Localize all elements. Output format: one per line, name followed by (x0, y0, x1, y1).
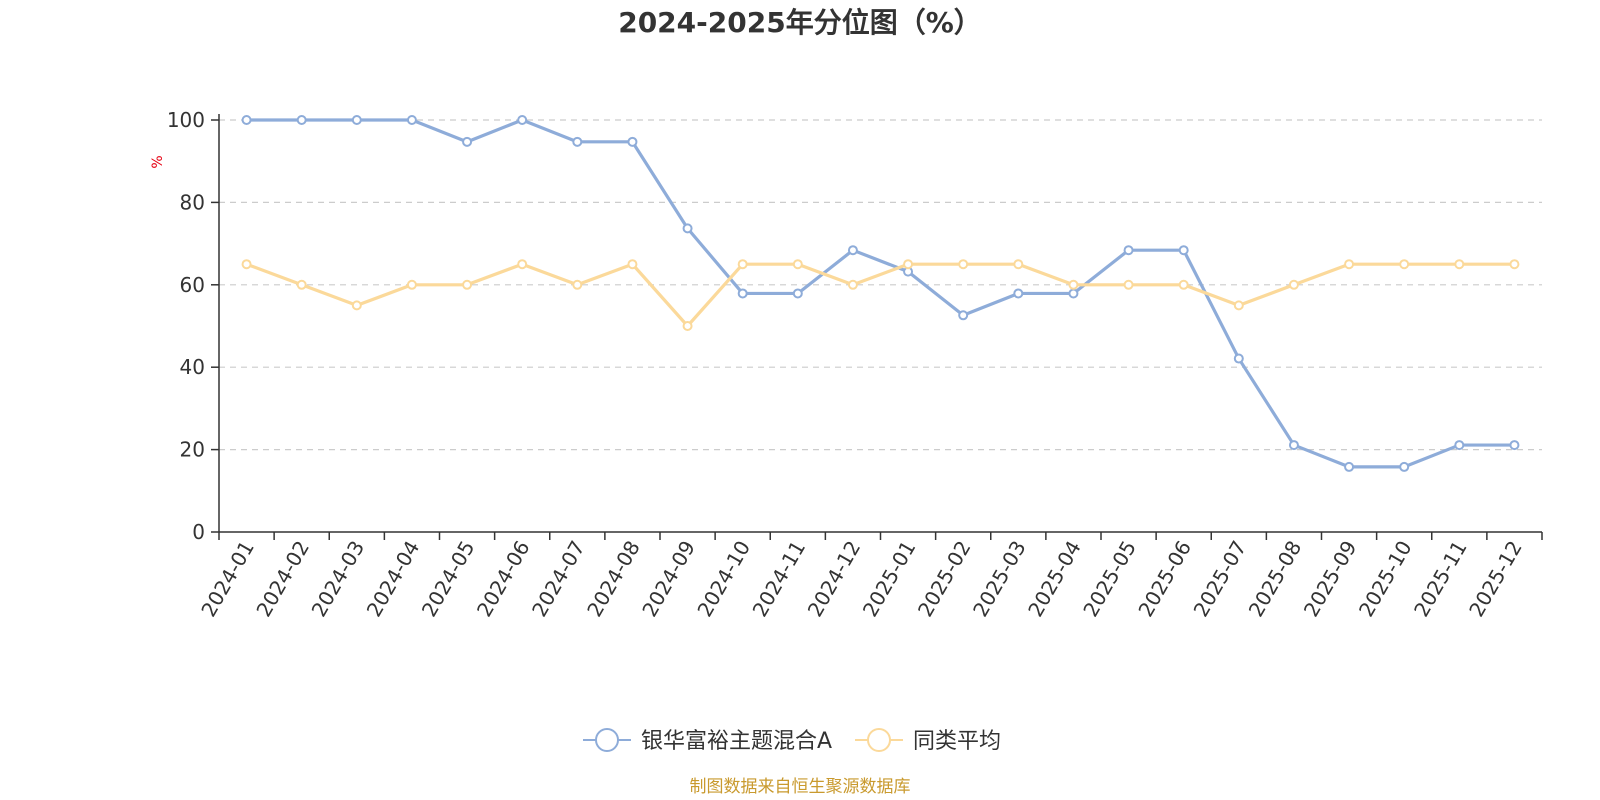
x-tick-label: 2024-10 (692, 537, 755, 621)
data-point (462, 136, 473, 147)
x-tick-label: 2024-03 (307, 537, 370, 621)
data-point (1233, 300, 1244, 311)
data-point (1454, 440, 1465, 451)
data-point (792, 288, 803, 299)
data-point (1123, 245, 1134, 256)
legend-label: 银华富裕主题混合A (641, 729, 832, 754)
x-tick-label: 2025-06 (1133, 537, 1196, 621)
x-tick-label: 2025-02 (913, 537, 976, 621)
data-point (351, 115, 362, 125)
x-tick-label: 2024-04 (362, 537, 425, 621)
data-point (296, 115, 307, 125)
data-point (462, 279, 473, 290)
x-tick-label: 2025-12 (1464, 537, 1527, 621)
data-point (241, 115, 252, 125)
data-point (241, 259, 252, 270)
data-point (1233, 353, 1244, 364)
x-tick-label: 2024-02 (251, 537, 314, 621)
y-tick-label: 0 (192, 520, 205, 544)
data-point (958, 259, 969, 270)
data-point (1509, 259, 1520, 270)
series-layer (241, 115, 1520, 472)
data-point (517, 115, 528, 125)
legend-label: 同类平均 (913, 729, 1001, 754)
data-point (1399, 461, 1410, 472)
data-point (1068, 288, 1079, 299)
x-tick-label: 2024-05 (417, 537, 480, 621)
data-point (903, 259, 914, 270)
data-point (406, 115, 417, 125)
series-line (246, 118, 1515, 469)
x-tick-label: 2024-09 (637, 537, 700, 621)
x-tick-label: 2024-07 (527, 537, 590, 621)
axes: 0 20 40 60 80 100 2024-012024-022024-032024-04… (167, 108, 1543, 621)
y-tick-label: 20 (180, 438, 205, 462)
y-tick-label: 80 (180, 190, 205, 214)
x-tick-label: 2024-01 (196, 537, 259, 621)
source-note: 制图数据来自恒生聚源数据库 (690, 777, 911, 797)
data-point (406, 279, 417, 290)
x-tick-label: 2024-12 (803, 537, 866, 621)
y-tick-label: 60 (180, 273, 205, 297)
x-tick-label: 2025-10 (1354, 537, 1417, 621)
data-point (296, 279, 307, 290)
x-tick-label: 2025-05 (1078, 537, 1141, 621)
data-point (627, 136, 638, 147)
data-point (1288, 279, 1299, 290)
x-tick-label: 2024-11 (748, 537, 811, 621)
x-tick-label: 2025-04 (1023, 537, 1086, 621)
chart-title: 2024-2025年分位图（%） (618, 6, 982, 39)
legend-marker (595, 728, 619, 752)
data-point (1344, 259, 1355, 270)
data-point (1013, 288, 1024, 299)
x-tick-label: 2025-11 (1409, 537, 1472, 621)
x-tick-label: 2024-06 (472, 537, 535, 621)
data-point (847, 245, 858, 256)
data-point (1178, 279, 1189, 290)
data-point (847, 279, 858, 290)
data-point (682, 223, 693, 234)
data-point (737, 259, 748, 270)
x-tick-label: 2025-09 (1299, 537, 1362, 621)
data-point (351, 300, 362, 311)
legend-marker (867, 728, 891, 752)
data-point (627, 259, 638, 270)
data-point (1178, 245, 1189, 256)
data-point (792, 259, 803, 270)
data-point (1454, 259, 1465, 270)
data-point (1013, 259, 1024, 270)
data-point (682, 321, 693, 331)
data-point (1344, 461, 1355, 472)
series-line (246, 262, 1515, 328)
data-point (1288, 440, 1299, 451)
data-point (517, 259, 528, 270)
data-point (1068, 279, 1079, 290)
x-tick-label: 2025-03 (968, 537, 1031, 621)
x-tick-label: 2025-01 (858, 537, 921, 621)
x-tick-label: 2025-07 (1189, 537, 1252, 621)
data-point (572, 279, 583, 290)
data-point (572, 136, 583, 147)
y-axis-label: % (150, 155, 166, 168)
x-tick-label: 2024-08 (582, 537, 645, 621)
data-point (1509, 440, 1520, 451)
y-tick-label: 100 (167, 108, 205, 132)
data-point (1123, 279, 1134, 290)
data-point (1399, 259, 1410, 270)
legend: 银华富裕主题混合A 同类平均 (583, 728, 1001, 754)
data-point (737, 288, 748, 299)
y-tick-label: 40 (180, 355, 205, 379)
data-point (958, 310, 969, 321)
x-tick-label: 2025-08 (1244, 537, 1307, 621)
